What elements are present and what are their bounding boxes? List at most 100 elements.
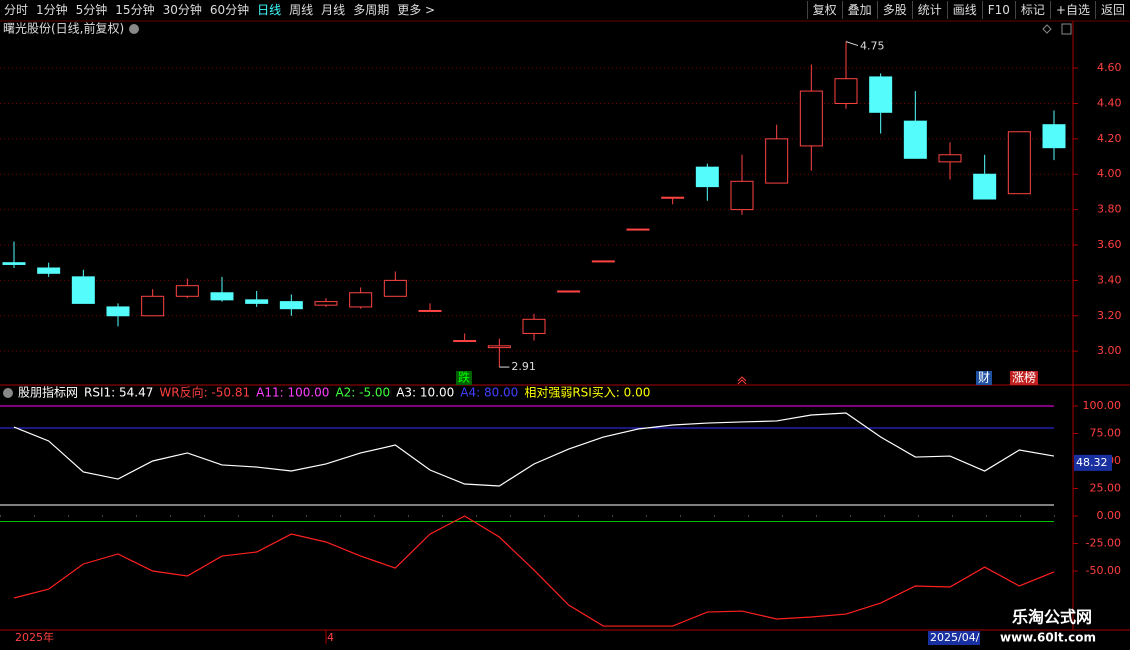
candle-body (487, 345, 511, 349)
time-label: 4 (327, 631, 334, 644)
y-tick-label: 3.00 (1097, 344, 1122, 357)
candle-body (2, 262, 26, 265)
y-tick-label: 0.00 (1097, 509, 1122, 522)
tool-button[interactable]: 多股 (876, 1, 912, 19)
watermark: 乐淘公式网 www.60lt.com (1000, 608, 1096, 645)
candle-body (245, 299, 269, 304)
candle-body (175, 285, 199, 297)
tool-buttons: 复权 叠加 多股 统计 画线 F10 标记 +自选 返回 (806, 0, 1130, 20)
legend-entry: 股朋指标网 (18, 385, 78, 400)
candle-body (903, 120, 927, 159)
watermark-name: 乐淘公式网 (1012, 608, 1092, 627)
candle-body (210, 292, 234, 301)
y-tick-label: 4.00 (1097, 167, 1122, 180)
signal-bg (976, 371, 992, 385)
tool-button[interactable]: 复权 (806, 1, 842, 19)
y-tick-label: -50.00 (1086, 564, 1121, 577)
legend-entry: RSI1: 54.47 (84, 386, 153, 400)
y-tick-label: 3.40 (1097, 273, 1122, 286)
signal-icon (737, 376, 747, 385)
candle-body (37, 267, 61, 274)
candle-body (973, 173, 997, 200)
candle-body (522, 318, 546, 334)
signal-bg (1010, 371, 1038, 385)
y-tick-label: 4.40 (1097, 96, 1122, 109)
candle-body (765, 138, 789, 184)
indicator-line (13, 515, 1055, 627)
tool-button[interactable]: 画线 (946, 1, 982, 19)
candle-body (418, 309, 442, 312)
legend-entry: A4: 80.00 (460, 386, 518, 400)
tool-button[interactable]: 返回 (1094, 1, 1130, 19)
chart-title: 曙光股份(日线,前复权) (3, 21, 124, 36)
period-tab[interactable]: 更多 > (397, 3, 436, 17)
panel-icon[interactable] (1042, 24, 1052, 34)
indicator-line (13, 412, 1055, 487)
candle-body (799, 90, 823, 147)
period-tabs: 分时 1分钟 5分钟 15分钟 30分钟 60分钟 日线 周线 月线 多周期 更多 > (0, 0, 439, 20)
cursor-label-bg (1074, 454, 1112, 471)
candle-body (279, 301, 303, 310)
toolbar: 分时 1分钟 5分钟 15分钟 30分钟 60分钟 日线 周线 月线 多周期 更多 > 复权 叠加 多股… (0, 0, 1130, 20)
legend-entry: A2: -5.00 (335, 386, 390, 400)
legend-entry: 相对强弱RSI买入: 0.00 (524, 386, 650, 400)
period-tab[interactable]: 30分钟 (162, 3, 202, 17)
cursor-label: 48.32 (1076, 456, 1108, 469)
candle-body (626, 228, 650, 231)
y-tick-label: 25.00 (1090, 482, 1122, 495)
time-cursor-bg (928, 631, 980, 645)
candle-body (834, 78, 858, 104)
legend-entry: A3: 10.00 (396, 386, 454, 400)
y-tick-label: 75.00 (1090, 426, 1122, 439)
high-pointer (845, 41, 859, 47)
tool-button[interactable]: 统计 (911, 1, 947, 19)
candle-body (314, 301, 338, 306)
period-tab[interactable]: 15分钟 (115, 3, 155, 17)
signal: 涨榜 (1012, 370, 1036, 385)
watermark-url: www.60lt.com (1000, 631, 1096, 645)
candle-body (453, 340, 477, 343)
indicator-menu-icon[interactable] (3, 388, 13, 398)
panel-icon[interactable] (1061, 23, 1072, 35)
title-menu-icon[interactable] (129, 24, 139, 34)
y-tick-label: 100.00 (1083, 399, 1122, 412)
candle-body (938, 154, 962, 163)
period-tab[interactable]: 多周期 (353, 3, 390, 17)
tool-button[interactable]: 叠加 (841, 1, 877, 19)
candle-body (1042, 124, 1066, 149)
period-tab[interactable]: 5分钟 (75, 3, 108, 17)
candle-body (1007, 131, 1031, 195)
candle-body (106, 306, 130, 317)
candle-body (869, 76, 893, 113)
candle-body (557, 290, 581, 293)
y-tick-label: -25.00 (1086, 537, 1121, 550)
low-label: 2.91 (511, 360, 536, 373)
signal-bg (456, 371, 472, 385)
y-tick-label: 4.20 (1097, 132, 1122, 145)
candle-body (141, 295, 165, 317)
period-tab[interactable]: 月线 (321, 3, 346, 17)
candle-body (730, 180, 754, 211)
candle-body (71, 276, 95, 304)
candle-body (661, 196, 685, 199)
y-tick-label: 4.60 (1097, 61, 1122, 74)
legend-entry: A11: 100.00 (256, 386, 329, 400)
legend-entry: WR反向: -50.81 (159, 385, 250, 400)
y-tick-label: 3.20 (1097, 309, 1122, 322)
candle-body (695, 166, 719, 188)
period-tab[interactable]: 日线 (257, 3, 282, 17)
tool-button[interactable]: 标记 (1014, 1, 1050, 19)
period-tab[interactable]: 周线 (289, 3, 314, 17)
tool-button[interactable]: F10 (981, 1, 1015, 19)
candle-body (383, 279, 407, 297)
period-tab[interactable]: 1分钟 (36, 3, 68, 17)
period-tab[interactable]: 分时 (4, 3, 29, 17)
signal: 财 (978, 371, 990, 385)
tool-button[interactable]: +自选 (1049, 1, 1095, 19)
period-tab[interactable]: 60分钟 (209, 3, 250, 17)
signal: 跌 (458, 370, 470, 385)
high-label: 4.75 (860, 40, 885, 53)
